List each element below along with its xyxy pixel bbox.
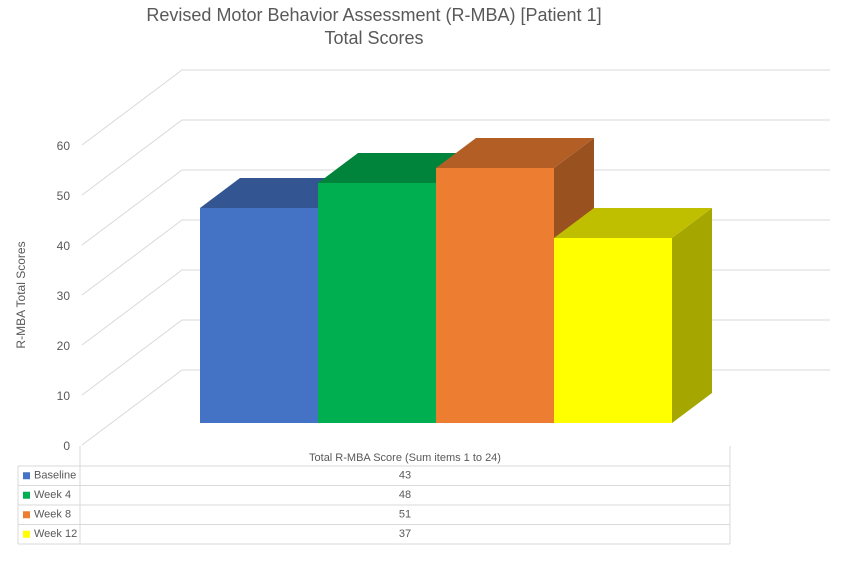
y-tick-label: 30 bbox=[57, 289, 71, 303]
y-tick-label: 10 bbox=[57, 389, 71, 403]
bar bbox=[436, 168, 554, 423]
table-value: 43 bbox=[399, 470, 411, 482]
table-value: 51 bbox=[399, 509, 411, 521]
y-tick-label: 50 bbox=[57, 189, 71, 203]
legend-label: Week 12 bbox=[34, 528, 77, 540]
legend-label: Baseline bbox=[34, 470, 76, 482]
bar-top bbox=[436, 138, 594, 168]
grid-line bbox=[81, 69, 830, 146]
grid-line bbox=[81, 119, 830, 196]
y-tick-label: 40 bbox=[57, 239, 71, 253]
legend-key bbox=[23, 530, 30, 538]
y-tick-label: 0 bbox=[63, 439, 70, 453]
table-value: 48 bbox=[399, 489, 411, 501]
legend-key bbox=[23, 472, 30, 480]
bar bbox=[318, 183, 436, 423]
bar bbox=[554, 238, 672, 423]
legend-label: Week 4 bbox=[34, 489, 71, 501]
table-header: Total R-MBA Score (Sum items 1 to 24) bbox=[309, 452, 501, 464]
legend-key bbox=[23, 511, 30, 519]
chart-subtitle: Total Scores bbox=[324, 28, 423, 48]
y-tick-label: 60 bbox=[57, 139, 71, 153]
legend-label: Week 8 bbox=[34, 509, 71, 521]
y-axis-label: R-MBA Total Scores bbox=[14, 241, 28, 348]
table-value: 37 bbox=[399, 528, 411, 540]
bar bbox=[200, 208, 318, 423]
bar-top bbox=[554, 208, 712, 238]
grid-line bbox=[81, 169, 830, 246]
y-tick-label: 20 bbox=[57, 339, 71, 353]
legend-key bbox=[23, 491, 30, 499]
bar-side bbox=[672, 208, 712, 423]
chart-title: Revised Motor Behavior Assessment (R-MBA… bbox=[146, 5, 601, 25]
